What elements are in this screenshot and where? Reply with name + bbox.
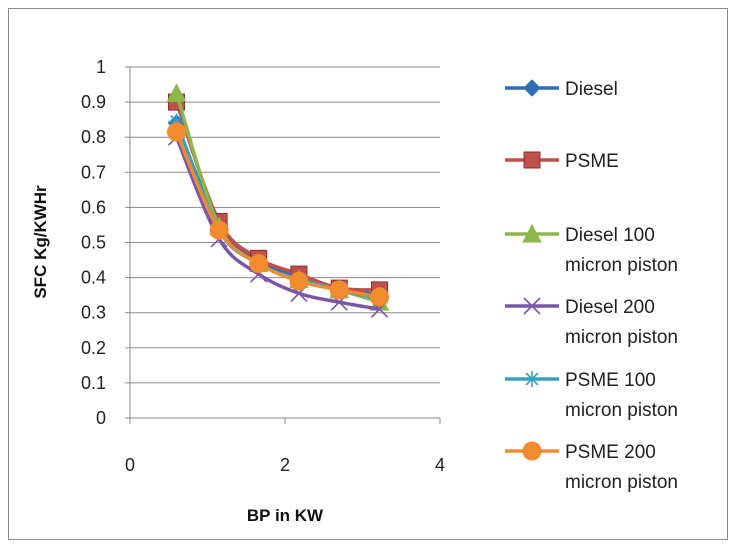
data-point [166,83,187,102]
legend-item: Diesel 200 micron piston [505,297,678,348]
legend-marker [522,441,542,461]
data-point [249,254,269,274]
legend-label-line2: micron piston [565,400,678,421]
data-point [370,287,390,307]
series-group [166,83,390,318]
y-axis-title: SFC Kg/KWHr [31,185,50,299]
legend-marker [523,151,541,169]
y-tick-label: 0.5 [81,233,106,253]
legend-label: PSME 200 [565,442,656,463]
legend-label: Diesel [565,79,618,100]
legend-item: Diesel [505,79,618,100]
legend-marker [523,79,541,97]
y-tick-label: 0.8 [81,127,106,147]
y-tick-label: 0.7 [81,162,106,182]
y-tick-label: 0.3 [81,303,106,323]
y-tick-label: 0.9 [81,92,106,112]
y-tick-label: 0.1 [81,373,106,393]
legend-label-line2: micron piston [565,327,678,348]
chart-frame [8,8,728,540]
legend-item: Diesel 100 micron piston [505,223,678,276]
legend-marker [523,297,541,315]
legend-marker [522,223,542,243]
y-tick-label: 0.4 [81,268,106,288]
data-point [329,280,349,300]
x-tick-label: 4 [435,455,445,475]
legend-marker [524,371,540,387]
series-6 [167,122,390,307]
y-tick-label: 0 [96,408,106,428]
tick-labels: 0 0.1 0.2 0.3 0.4 0.5 0.6 0.7 0.8 0.9 1 0 2 4 [81,57,445,475]
legend-item: PSME 200 micron piston [505,441,678,493]
y-tick-label: 0.2 [81,338,106,358]
legend-label: Diesel 200 [565,297,655,318]
series-line [174,136,380,311]
data-point [209,220,229,240]
x-axis-title: BP in KW [247,506,324,525]
y-tick-label: 1 [96,57,106,77]
axes [125,66,441,424]
data-point [168,113,185,130]
x-tick-label: 2 [280,455,290,475]
legend-label-line2: micron piston [565,472,678,493]
data-point [167,122,186,142]
y-tick-label: 0.6 [81,197,106,217]
legend-label-line2: micron piston [565,255,678,276]
x-tick-label: 0 [125,455,135,475]
legend-item: PSME [505,151,619,172]
data-point [289,271,309,291]
legend-label: Diesel 100 [565,225,655,246]
legend-label: PSME 100 [565,370,656,391]
legend-label: PSME [565,151,619,172]
legend-item: PSME 100 micron piston [505,370,678,421]
